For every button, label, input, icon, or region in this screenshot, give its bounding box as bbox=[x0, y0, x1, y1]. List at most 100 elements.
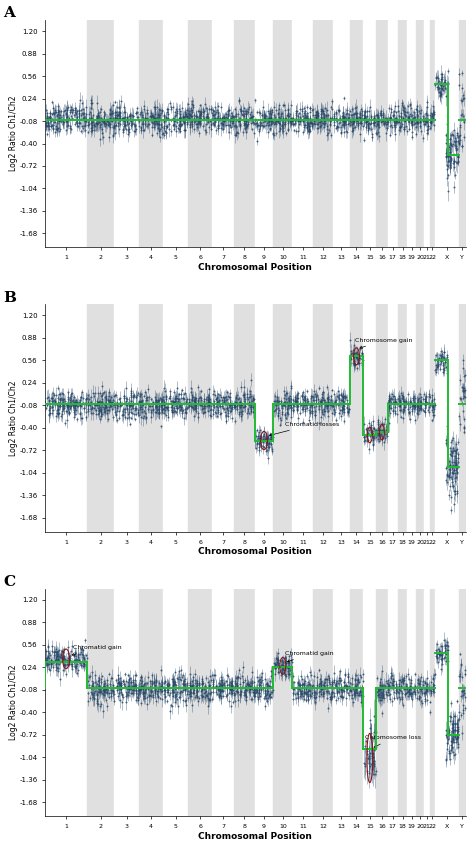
Point bbox=[187, 109, 195, 122]
Point bbox=[445, 469, 453, 482]
Point bbox=[221, 391, 228, 404]
Point bbox=[177, 111, 184, 125]
Point bbox=[451, 443, 458, 457]
Point bbox=[281, 656, 289, 670]
Point bbox=[228, 397, 236, 411]
Point bbox=[206, 686, 214, 700]
Point bbox=[346, 683, 354, 697]
Point bbox=[232, 107, 239, 121]
Point bbox=[265, 112, 273, 126]
Point bbox=[393, 684, 401, 698]
Point bbox=[224, 389, 232, 402]
Point bbox=[409, 399, 417, 413]
Point bbox=[369, 746, 377, 760]
Point bbox=[281, 666, 288, 680]
Point bbox=[100, 114, 108, 127]
Point bbox=[392, 111, 400, 125]
Point bbox=[354, 116, 362, 130]
Point bbox=[284, 108, 292, 121]
Point bbox=[348, 117, 356, 131]
Point bbox=[258, 434, 266, 447]
Point bbox=[399, 411, 407, 424]
Point bbox=[128, 397, 136, 411]
Point bbox=[43, 398, 51, 412]
Point bbox=[255, 424, 263, 438]
Point bbox=[88, 665, 96, 678]
Point bbox=[236, 687, 244, 700]
Point bbox=[169, 118, 177, 132]
Point bbox=[375, 114, 383, 127]
Point bbox=[267, 684, 275, 698]
Point bbox=[326, 686, 333, 700]
Point bbox=[249, 115, 256, 128]
Point bbox=[107, 395, 115, 408]
Point bbox=[402, 119, 410, 132]
Point bbox=[450, 463, 457, 476]
Text: Chromosome loss: Chromosome loss bbox=[365, 735, 421, 747]
Point bbox=[338, 690, 346, 704]
Point bbox=[44, 115, 52, 129]
Point bbox=[73, 114, 81, 127]
Point bbox=[104, 683, 111, 697]
Point bbox=[451, 728, 459, 742]
Point bbox=[366, 101, 374, 115]
Point bbox=[233, 389, 240, 402]
Point bbox=[430, 397, 438, 411]
Point bbox=[318, 683, 325, 696]
Point bbox=[409, 399, 417, 413]
Point bbox=[181, 678, 189, 691]
Point bbox=[345, 402, 353, 415]
Point bbox=[343, 401, 351, 414]
Point bbox=[214, 110, 222, 123]
Point bbox=[183, 109, 191, 122]
Point bbox=[128, 687, 135, 700]
Point bbox=[453, 465, 460, 479]
Point bbox=[112, 118, 119, 132]
Point bbox=[219, 400, 226, 413]
Point bbox=[446, 137, 454, 150]
Point bbox=[125, 399, 133, 413]
Point bbox=[70, 398, 77, 412]
Point bbox=[393, 112, 401, 126]
Point bbox=[373, 114, 381, 127]
Bar bbox=[188, 304, 212, 531]
Point bbox=[219, 678, 226, 692]
Point bbox=[327, 389, 335, 402]
Point bbox=[390, 115, 398, 128]
Point bbox=[144, 111, 151, 125]
Point bbox=[191, 395, 198, 408]
Point bbox=[377, 672, 385, 686]
Point bbox=[380, 691, 387, 705]
Point bbox=[251, 687, 259, 700]
Point bbox=[101, 401, 109, 414]
Point bbox=[123, 401, 131, 414]
Point bbox=[351, 357, 359, 371]
Point bbox=[321, 101, 329, 115]
Point bbox=[362, 423, 370, 436]
Point bbox=[115, 405, 123, 419]
Point bbox=[228, 678, 236, 692]
Point bbox=[172, 110, 179, 123]
Point bbox=[453, 724, 460, 738]
Point bbox=[285, 667, 293, 681]
Point bbox=[301, 397, 309, 411]
Point bbox=[455, 149, 462, 163]
Point bbox=[121, 410, 128, 424]
Point bbox=[167, 100, 174, 114]
Point bbox=[44, 644, 52, 657]
Point bbox=[93, 695, 101, 709]
Point bbox=[356, 684, 364, 698]
Point bbox=[400, 104, 407, 118]
Point bbox=[171, 395, 179, 408]
Point bbox=[87, 121, 94, 134]
Point bbox=[187, 385, 195, 399]
Point bbox=[84, 694, 91, 708]
Point bbox=[428, 113, 436, 127]
Point bbox=[109, 678, 117, 691]
Point bbox=[193, 110, 201, 124]
Point bbox=[367, 110, 375, 123]
Point bbox=[176, 120, 184, 133]
Point bbox=[190, 393, 198, 407]
Point bbox=[148, 109, 155, 122]
Point bbox=[294, 690, 302, 704]
